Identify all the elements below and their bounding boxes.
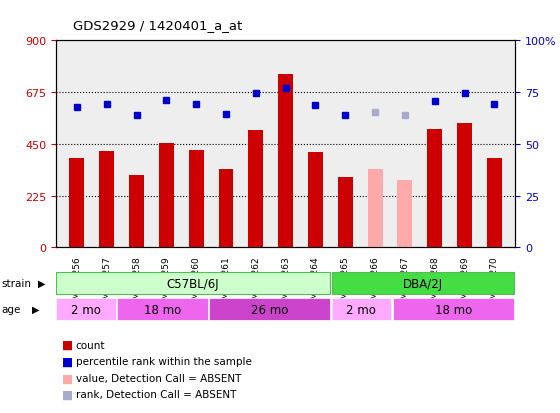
Bar <box>278 75 293 248</box>
Text: ■: ■ <box>62 338 73 351</box>
Bar <box>457 124 472 248</box>
Bar <box>218 170 234 248</box>
Text: 26 mo: 26 mo <box>251 303 288 316</box>
Bar <box>69 158 85 248</box>
Bar <box>189 150 204 248</box>
Bar <box>117 299 208 320</box>
Bar <box>427 130 442 248</box>
Bar <box>393 299 514 320</box>
Text: ▶: ▶ <box>32 304 39 314</box>
Text: ■: ■ <box>62 388 73 401</box>
Bar <box>56 299 116 320</box>
Text: rank, Detection Call = ABSENT: rank, Detection Call = ABSENT <box>76 389 236 399</box>
Text: ■: ■ <box>62 371 73 385</box>
Text: strain: strain <box>2 278 32 288</box>
Bar <box>398 180 412 248</box>
Text: 18 mo: 18 mo <box>144 303 181 316</box>
Bar <box>308 152 323 248</box>
Bar <box>248 131 263 248</box>
Bar <box>56 273 330 294</box>
Text: percentile rank within the sample: percentile rank within the sample <box>76 356 251 366</box>
Text: age: age <box>2 304 21 314</box>
Text: C57BL/6J: C57BL/6J <box>167 277 220 290</box>
Bar <box>332 299 391 320</box>
Text: ▶: ▶ <box>38 278 45 288</box>
Bar <box>367 170 382 248</box>
Text: ■: ■ <box>62 355 73 368</box>
Text: DBA/2J: DBA/2J <box>403 277 442 290</box>
Text: 2 mo: 2 mo <box>347 303 376 316</box>
Text: GDS2929 / 1420401_a_at: GDS2929 / 1420401_a_at <box>73 19 242 31</box>
Bar <box>338 178 353 248</box>
Text: value, Detection Call = ABSENT: value, Detection Call = ABSENT <box>76 373 241 383</box>
Text: 2 mo: 2 mo <box>71 303 101 316</box>
Text: 18 mo: 18 mo <box>435 303 472 316</box>
Bar <box>487 158 502 248</box>
Bar <box>99 152 114 248</box>
Bar <box>159 143 174 248</box>
Bar <box>129 176 144 248</box>
Bar <box>209 299 330 320</box>
Text: count: count <box>76 340 105 350</box>
Bar <box>332 273 514 294</box>
